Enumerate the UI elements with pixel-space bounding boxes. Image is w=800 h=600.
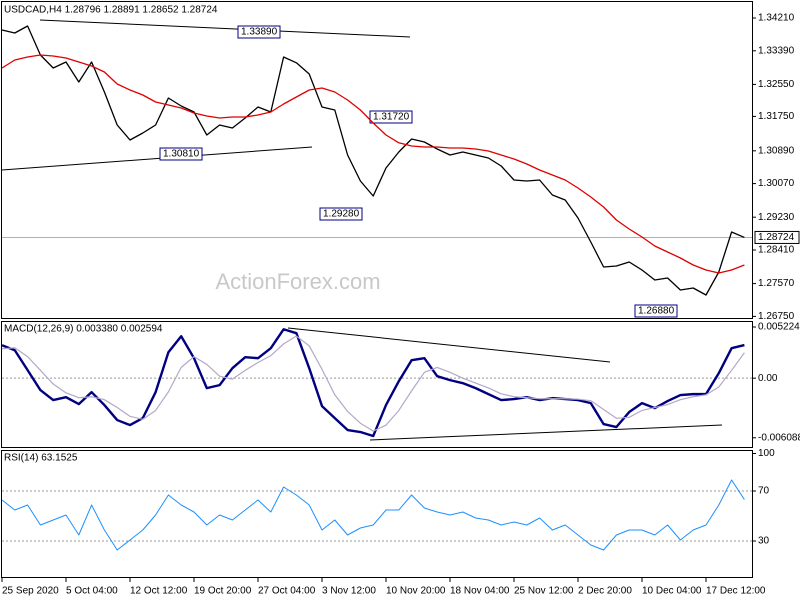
series-line <box>1 25 745 296</box>
annotation: 1.33890 <box>241 27 278 38</box>
price-title: USDCAD,H4 1.28796 1.28891 1.28652 1.2872… <box>4 5 218 16</box>
y-tick-label: 1.30070 <box>758 178 795 189</box>
series-line <box>1 54 745 274</box>
current-price-label: 1.28724 <box>758 232 795 243</box>
x-tick-label: 2 Dec 20:00 <box>578 586 632 597</box>
trendline <box>287 327 611 363</box>
annotation: 1.30810 <box>163 149 200 160</box>
y-tick-label: 100 <box>758 448 775 459</box>
x-tick-label: 25 Nov 12:00 <box>514 586 574 597</box>
y-tick-label: 1.27570 <box>758 278 795 289</box>
y-tick-label: 1.26750 <box>758 311 795 322</box>
y-tick-label: 1.34210 <box>758 13 795 24</box>
annotation: 1.26880 <box>638 306 675 317</box>
annotation-box <box>319 207 363 221</box>
x-tick-label: 17 Dec 12:00 <box>706 586 766 597</box>
x-tick-label: 25 Sep 2020 <box>2 586 59 597</box>
y-tick-label: 1.29230 <box>758 212 795 223</box>
series-line <box>1 479 745 551</box>
annotation-box <box>237 25 281 39</box>
x-tick-label: 10 Nov 20:00 <box>386 586 446 597</box>
x-tick-label: 10 Dec 04:00 <box>642 586 702 597</box>
annotation-box <box>369 110 413 124</box>
rsi-title: RSI(14) 63.1525 <box>4 453 78 464</box>
y-tick-label: 1.31750 <box>758 111 795 122</box>
price-panel <box>1 1 753 319</box>
y-tick-label: 0.005224 <box>758 322 800 333</box>
annotation: 1.31720 <box>373 112 410 123</box>
trendline <box>1 146 313 171</box>
series-line <box>1 335 745 432</box>
trendline <box>39 19 411 38</box>
trendline <box>369 424 723 441</box>
watermark: ActionForex.com <box>215 269 380 294</box>
series-line <box>1 328 745 438</box>
y-tick-label: 1.32550 <box>758 79 795 90</box>
y-tick-label: 1.30890 <box>758 145 795 156</box>
rsi-panel <box>1 450 753 578</box>
x-tick-label: 18 Nov 04:00 <box>450 586 510 597</box>
annotation-box <box>159 147 203 161</box>
y-tick-label: 30 <box>758 536 770 547</box>
x-tick-label: 5 Oct 04:00 <box>66 586 118 597</box>
x-tick-label: 3 Nov 12:00 <box>322 586 376 597</box>
x-tick-label: 12 Oct 12:00 <box>130 586 188 597</box>
x-tick-label: 19 Oct 20:00 <box>194 586 252 597</box>
macd-title: MACD(12,26,9) 0.003380 0.002594 <box>4 324 163 335</box>
y-tick-label: -0.006088 <box>758 432 800 443</box>
x-tick-label: 27 Oct 04:00 <box>258 586 316 597</box>
y-tick-label: 0.00 <box>758 373 778 384</box>
annotation: 1.29280 <box>323 209 360 220</box>
y-tick-label: 70 <box>758 486 770 497</box>
current-price-box <box>754 230 800 244</box>
macd-panel <box>1 321 753 448</box>
y-tick-label: 1.33390 <box>758 45 795 56</box>
y-tick-label: 1.28410 <box>758 245 795 256</box>
annotation-box <box>634 304 678 318</box>
